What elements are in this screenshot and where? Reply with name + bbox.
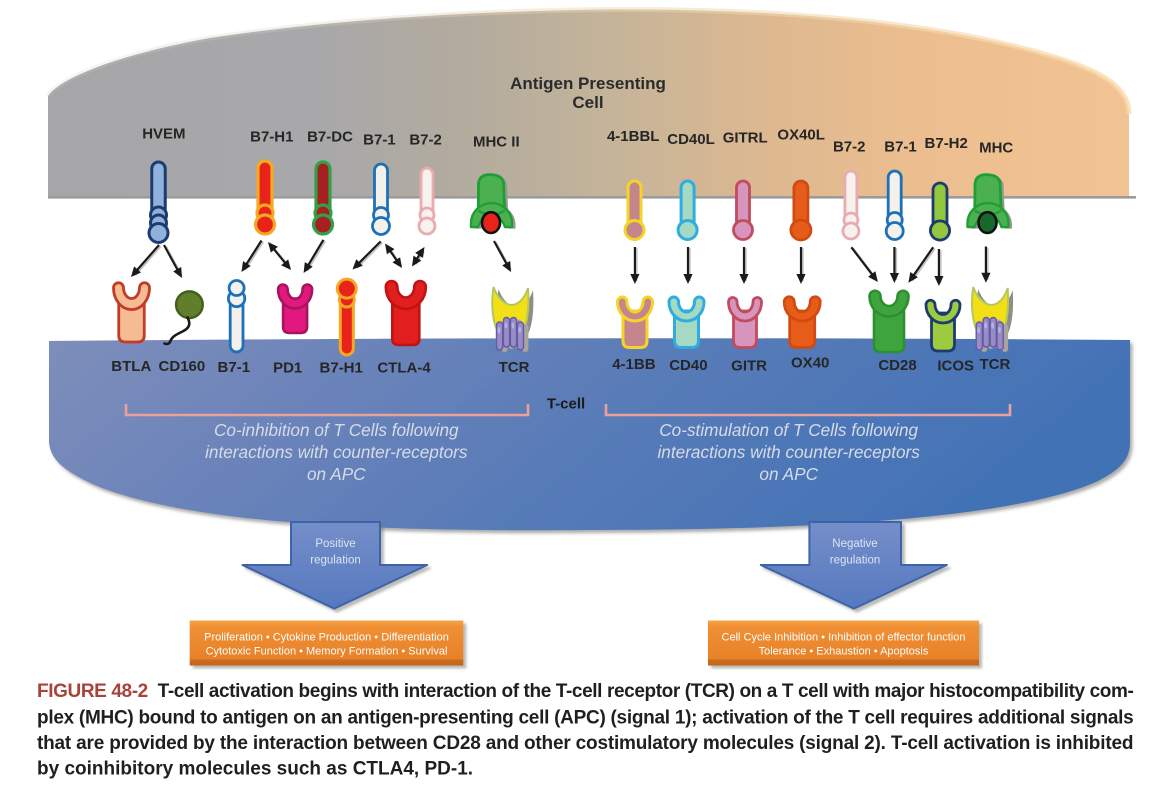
svg-text:TCR: TCR: [979, 356, 1010, 373]
svg-text:ICOS: ICOS: [937, 357, 974, 374]
svg-text:CD40L: CD40L: [667, 131, 715, 148]
svg-text:Negative: Negative: [832, 538, 877, 550]
svg-text:MHC II: MHC II: [473, 134, 520, 151]
svg-text:B7-H2: B7-H2: [925, 135, 968, 152]
svg-text:B7-H1: B7-H1: [250, 129, 293, 146]
svg-text:Cell: Cell: [572, 93, 603, 112]
svg-text:PD1: PD1: [273, 360, 302, 377]
svg-text:OX40L: OX40L: [777, 127, 825, 144]
svg-text:GITRL: GITRL: [723, 130, 768, 147]
svg-text:on APC: on APC: [307, 464, 366, 484]
svg-text:Tolerance • Exhaustion • Apopt: Tolerance • Exhaustion • Apoptosis: [759, 646, 929, 658]
svg-text:B7-1: B7-1: [363, 132, 396, 149]
svg-text:B7-DC: B7-DC: [307, 129, 353, 146]
svg-text:Co-inhibition of T Cells follo: Co-inhibition of T Cells following: [214, 420, 459, 440]
svg-text:Antigen Presenting: Antigen Presenting: [510, 74, 666, 93]
svg-text:CTLA-4: CTLA-4: [377, 360, 431, 377]
svg-text:GITR: GITR: [731, 357, 767, 374]
svg-text:CD28: CD28: [878, 357, 916, 374]
svg-text:Co-stimulation of T Cells foll: Co-stimulation of T Cells following: [659, 420, 918, 440]
svg-text:B7-1: B7-1: [884, 139, 917, 156]
svg-text:HVEM: HVEM: [142, 126, 185, 143]
svg-text:T-cell: T-cell: [547, 396, 585, 413]
svg-text:regulation: regulation: [310, 555, 361, 567]
svg-text:OX40: OX40: [791, 354, 829, 371]
svg-text:CD160: CD160: [159, 358, 206, 375]
svg-text:on APC: on APC: [759, 464, 818, 484]
svg-text:BTLA: BTLA: [111, 358, 151, 375]
svg-text:by coinhibitory molecules such: by coinhibitory molecules such as CTLA4,…: [37, 759, 473, 780]
svg-text:MHC: MHC: [979, 140, 1013, 157]
svg-text:B7-2: B7-2: [409, 132, 442, 149]
svg-text:TCR: TCR: [499, 359, 530, 376]
svg-text:interactions with counter-rece: interactions with counter-receptors: [657, 442, 920, 462]
svg-text:regulation: regulation: [830, 555, 881, 567]
svg-text:that are provided by the inter: that are provided by the interaction bet…: [37, 733, 1133, 754]
svg-text:interactions with counter-rece: interactions with counter-receptors: [205, 442, 468, 462]
svg-text:B7-2: B7-2: [833, 139, 866, 156]
svg-text:plex (MHC) bound to antigen on: plex (MHC) bound to antigen on an antige…: [37, 708, 1133, 729]
svg-text:Cell Cycle Inhibition • Inhibi: Cell Cycle Inhibition • Inhibition of ef…: [722, 632, 966, 644]
svg-text:FIGURE 48-2 T-cell activation: FIGURE 48-2 T-cell activation begins wit…: [37, 681, 1134, 702]
svg-text:4-1BB: 4-1BB: [612, 356, 656, 373]
svg-text:B7-H1: B7-H1: [320, 360, 363, 377]
svg-text:CD40: CD40: [669, 357, 707, 374]
svg-text:B7-1: B7-1: [218, 359, 251, 376]
svg-text:Proliferation • Cytokine Produ: Proliferation • Cytokine Production • Di…: [204, 632, 449, 644]
svg-text:Cytotoxic Function • Memory Fo: Cytotoxic Function • Memory Formation • …: [206, 646, 448, 658]
svg-text:Positive: Positive: [315, 538, 355, 550]
svg-text:4-1BBL: 4-1BBL: [607, 128, 660, 145]
